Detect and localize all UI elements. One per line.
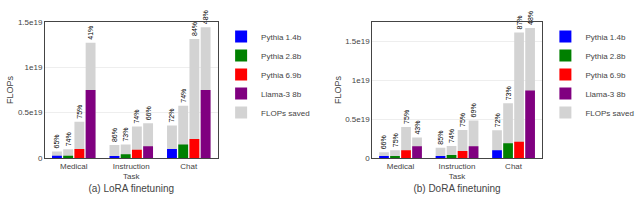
svg-text:75%: 75% [392,133,399,147]
svg-text:72%: 72% [494,113,501,127]
svg-text:75%: 75% [76,105,83,119]
svg-text:66%: 66% [145,106,152,120]
svg-text:74%: 74% [65,132,72,146]
svg-text:0: 0 [365,154,370,163]
svg-text:(b) DoRA finetuning: (b) DoRA finetuning [413,183,500,194]
svg-text:FLOPs: FLOPs [333,76,343,105]
svg-text:72%: 72% [168,109,175,123]
svg-text:Pythia 1.4b: Pythia 1.4b [585,33,626,42]
svg-text:Medical: Medical [387,162,415,171]
svg-text:74%: 74% [448,129,455,143]
svg-text:87%: 87% [516,15,523,29]
svg-text:48%: 48% [527,11,534,25]
svg-text:48%: 48% [202,10,209,24]
svg-text:InstructionTask: InstructionTask [439,162,476,181]
svg-text:1.5e19: 1.5e19 [18,18,43,27]
svg-text:43%: 43% [414,121,421,135]
svg-text:FLOPs: FLOPs [5,76,15,105]
svg-text:Medical: Medical [60,162,88,171]
svg-text:75%: 75% [403,110,410,124]
svg-text:84%: 84% [191,22,198,36]
svg-text:1.5e19: 1.5e19 [345,37,370,46]
svg-text:Pythia 2.8b: Pythia 2.8b [261,52,302,61]
svg-text:Llama-3 8b: Llama-3 8b [585,90,626,99]
svg-text:1e19: 1e19 [25,63,43,72]
svg-text:0: 0 [38,154,43,163]
svg-text:Pythia 2.8b: Pythia 2.8b [585,52,626,61]
svg-text:FLOPs saved: FLOPs saved [585,109,633,118]
svg-text:75%: 75% [459,113,466,127]
svg-text:74%: 74% [180,89,187,103]
svg-text:InstructionTask: InstructionTask [113,162,150,181]
svg-text:65%: 65% [53,135,60,149]
svg-text:FLOPs saved: FLOPs saved [261,109,309,118]
svg-text:66%: 66% [380,135,387,149]
svg-text:Pythia 6.9b: Pythia 6.9b [261,71,302,80]
svg-text:(a) LoRA finetuning: (a) LoRA finetuning [88,183,174,194]
svg-text:74%: 74% [133,110,140,124]
svg-text:69%: 69% [470,103,477,117]
svg-text:0.5e19: 0.5e19 [345,115,370,124]
svg-text:73%: 73% [505,86,512,100]
svg-text:Pythia 6.9b: Pythia 6.9b [585,71,626,80]
svg-text:41%: 41% [87,26,94,40]
svg-text:1e19: 1e19 [352,76,370,85]
svg-text:0.5e19: 0.5e19 [18,108,43,117]
svg-text:Chat: Chat [180,162,198,171]
svg-text:85%: 85% [437,131,444,145]
svg-text:Pythia 1.4b: Pythia 1.4b [261,33,302,42]
svg-text:Chat: Chat [505,162,523,171]
svg-text:86%: 86% [111,128,118,142]
svg-text:Llama-3 8b: Llama-3 8b [261,90,302,99]
svg-text:73%: 73% [122,128,129,142]
